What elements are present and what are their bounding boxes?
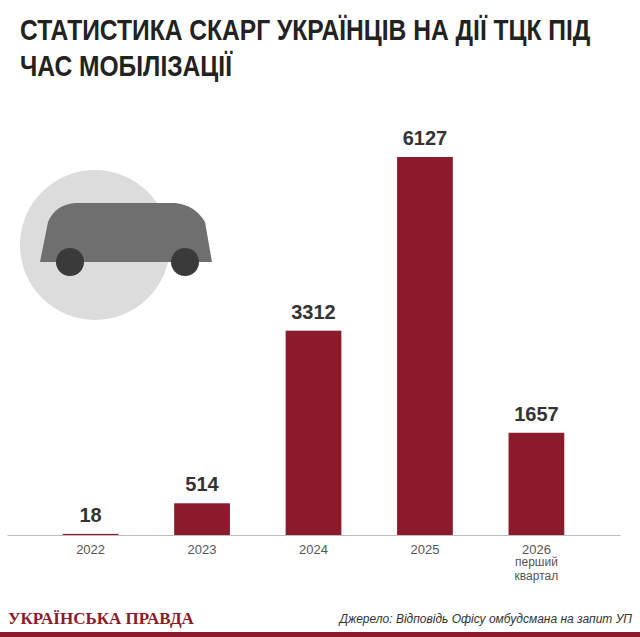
title: СТАТИСТИКА СКАРГ УКРАЇНЦІВ НА ДІЇ ТЦК ПІ… xyxy=(20,13,591,83)
tick: 2024 xyxy=(299,542,328,557)
bar xyxy=(63,534,119,535)
bar xyxy=(397,157,453,535)
tick: 2022 xyxy=(76,542,105,557)
illustration xyxy=(20,170,212,320)
tick: 2025 xyxy=(410,542,439,557)
bars xyxy=(63,157,565,535)
car-wheel xyxy=(171,248,199,276)
chart: СТАТИСТИКА СКАРГ УКРАЇНЦІВ НА ДІЇ ТЦК ПІ… xyxy=(0,0,640,637)
data-label: 3312 xyxy=(291,301,336,323)
data-label: 18 xyxy=(79,504,101,526)
data-labels: 18 514 3312 6127 1657 xyxy=(79,127,558,526)
tick-label: 2022 xyxy=(76,542,105,557)
tick: 2023 xyxy=(188,542,217,557)
background xyxy=(0,0,640,637)
tick-label: 2025 xyxy=(410,542,439,557)
source: Джерело: Відповідь Офісу омбудсмана на з… xyxy=(337,612,632,626)
data-label: 6127 xyxy=(403,127,448,149)
annotation: першийквартал xyxy=(515,555,559,583)
data-label: 514 xyxy=(185,473,219,495)
x-axis: 20222023202420252026 xyxy=(8,536,621,558)
footer-line xyxy=(0,632,640,637)
axis-line xyxy=(8,535,621,536)
bar xyxy=(174,503,230,535)
car-wheel xyxy=(56,248,84,276)
data-label: 1657 xyxy=(514,403,559,425)
tick-label: 2024 xyxy=(299,542,328,557)
bar xyxy=(509,433,565,535)
tick-label: 2023 xyxy=(188,542,217,557)
publisher: УКРАЇНСЬКА ПРАВДА xyxy=(8,609,195,628)
bar xyxy=(286,331,342,535)
